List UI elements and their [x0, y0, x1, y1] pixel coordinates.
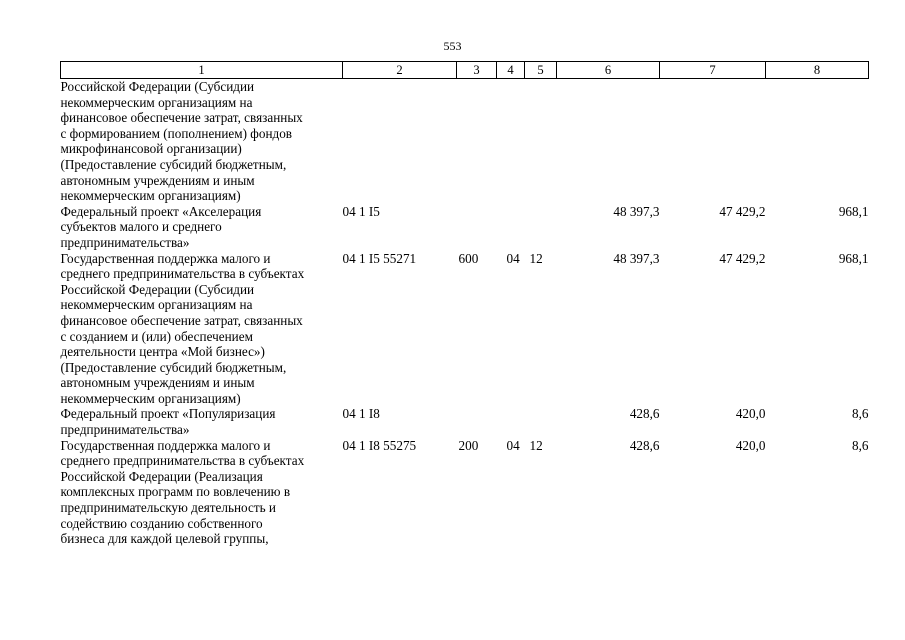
row-name-line: Государственная поддержка малого и — [60, 250, 271, 266]
row-value-col6 — [557, 79, 660, 204]
row-value-col8: 8,6 — [852, 437, 869, 453]
row-value-col7: 420,0 — [735, 406, 766, 422]
row-name: Федеральный проект «Популяризация предпри… — [61, 406, 343, 437]
column-header-5: 5 — [524, 61, 557, 79]
row-name-line: предпринимательства» — [60, 234, 190, 250]
row-target-code: 04 1 I8 — [342, 406, 380, 422]
page-number: 553 — [443, 39, 462, 53]
row-name-line: Российской Федерации (Субсидии — [60, 79, 255, 94]
row-section: 04 — [506, 437, 520, 453]
row-name-line: среднего предпринимательства в субъектах — [60, 453, 305, 469]
row-value-col7: 47 429,2 — [719, 203, 766, 219]
row-value-col6: 428,6 — [629, 406, 660, 422]
row-name-line: комплексных программ по вовлечению в — [60, 484, 291, 500]
row-section: 04 — [506, 250, 520, 266]
row-name-line: с формированием (пополнением) фондов — [60, 125, 293, 141]
row-name: Государственная поддержка малого и средне… — [61, 251, 343, 407]
row-name-line: бизнеса для каждой целевой группы, — [60, 531, 269, 547]
row-target-code: 04 1 I8 55275 — [342, 437, 417, 453]
row-subsection: 12 — [529, 250, 543, 266]
row-target-code: 04 1 I5 — [342, 203, 380, 219]
row-value-col8: 8,6 — [852, 406, 869, 422]
row-name-line: Федеральный проект «Акселерация — [60, 203, 262, 219]
row-target-code — [343, 79, 457, 204]
row-name: Российской Федерации (Субсидии некоммерче… — [61, 79, 343, 204]
row-section — [497, 406, 525, 437]
column-header-6: 6 — [556, 61, 660, 79]
row-section — [497, 79, 525, 204]
row-name-line: микрофинансовой организации) — [60, 141, 242, 157]
row-value-col8: 968,1 — [838, 250, 869, 266]
row-target-code: 04 1 I5 55271 — [342, 250, 417, 266]
row-expense-type — [457, 406, 497, 437]
row-name-line: предпринимательства» — [60, 422, 190, 438]
row-value-col6: 48 397,3 — [613, 250, 660, 266]
row-name-line: некоммерческим организациям на — [60, 297, 253, 313]
row-name-line: Государственная поддержка малого и — [60, 437, 271, 453]
row-subsection — [525, 406, 557, 437]
row-subsection — [525, 79, 557, 204]
table-row: Государственная поддержка малого и средне… — [61, 438, 869, 547]
budget-table: 1 2 3 4 5 6 7 8 Российской Федерации (Су… — [60, 61, 869, 547]
row-name-line: Федеральный проект «Популяризация — [60, 406, 276, 422]
row-name-line: (Предоставление субсидий бюджетным, — [60, 156, 287, 172]
row-name: Федеральный проект «Акселерация субъектов… — [61, 204, 343, 251]
row-value-col6: 48 397,3 — [613, 203, 660, 219]
column-header-4: 4 — [496, 61, 525, 79]
row-name-line: автономным учреждениям и иным — [60, 375, 255, 391]
table-row: Российской Федерации (Субсидии некоммерче… — [61, 79, 869, 204]
column-header-8: 8 — [765, 61, 869, 79]
table-row: Государственная поддержка малого и средне… — [61, 251, 869, 407]
row-subsection: 12 — [529, 437, 543, 453]
row-name-line: финансовое обеспечение затрат, связанных — [60, 312, 303, 328]
row-value-col8 — [766, 79, 869, 204]
row-value-col6: 428,6 — [629, 437, 660, 453]
row-name-line: предпринимательскую деятельность и — [60, 500, 276, 516]
row-name-line: содействию созданию собственного — [60, 515, 263, 531]
row-expense-type: 600 — [458, 250, 479, 266]
row-name-line: некоммерческим организациям) — [60, 188, 241, 204]
column-header-2: 2 — [342, 61, 457, 79]
row-value-col7 — [660, 79, 766, 204]
row-name-line: среднего предпринимательства в субъектах — [60, 266, 305, 282]
column-header-3: 3 — [456, 61, 497, 79]
row-section — [497, 204, 525, 251]
row-name-line: некоммерческим организациям) — [60, 390, 241, 406]
row-name-line: (Предоставление субсидий бюджетным, — [60, 359, 287, 375]
row-expense-type: 200 — [458, 437, 479, 453]
column-header-1: 1 — [60, 61, 343, 79]
row-name-line: субъектов малого и среднего — [60, 219, 222, 235]
row-value-col7: 47 429,2 — [719, 250, 766, 266]
row-value-col8: 968,1 — [838, 203, 869, 219]
row-subsection — [525, 204, 557, 251]
table-row: Федеральный проект «Популяризация предпри… — [61, 406, 869, 437]
row-name-line: некоммерческим организациям на — [60, 94, 253, 110]
row-name-line: автономным учреждениям и иным — [60, 172, 255, 188]
header-row: 1 2 3 4 5 6 7 8 — [60, 61, 869, 79]
row-name-line: деятельности центра «Мой бизнес») — [60, 344, 265, 360]
column-header-7: 7 — [659, 61, 766, 79]
row-name-line: финансовое обеспечение затрат, связанных — [60, 110, 303, 126]
row-name-line: Российской Федерации (Реализация — [60, 468, 263, 484]
table-row: Федеральный проект «Акселерация субъектов… — [61, 204, 869, 251]
row-value-col7: 420,0 — [735, 437, 766, 453]
row-name: Государственная поддержка малого и средне… — [61, 438, 343, 547]
row-expense-type — [457, 204, 497, 251]
row-name-line: Российской Федерации (Субсидии — [60, 281, 255, 297]
row-expense-type — [457, 79, 497, 204]
row-name-line: с созданием и (или) обеспечением — [60, 328, 253, 344]
